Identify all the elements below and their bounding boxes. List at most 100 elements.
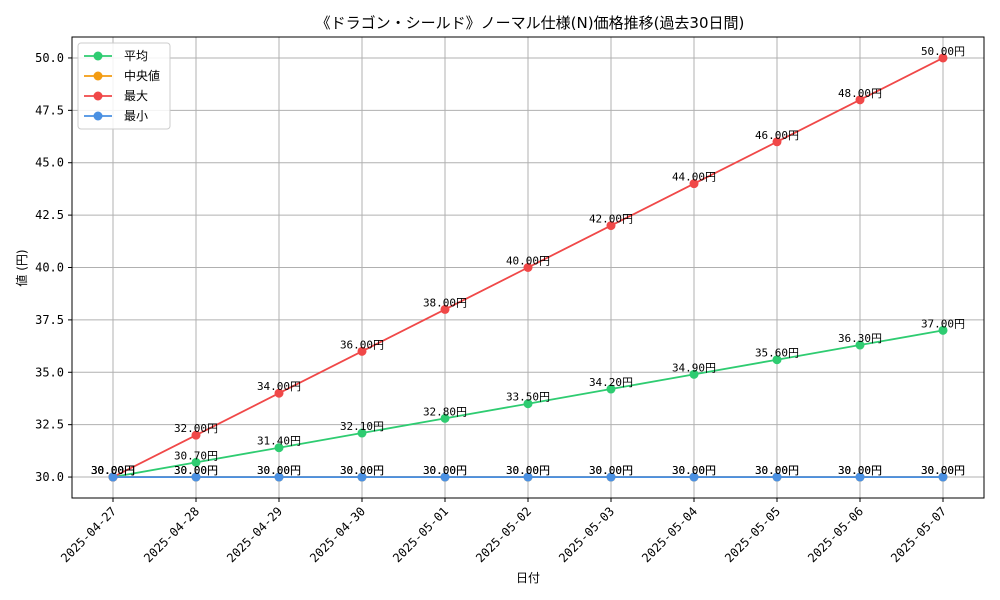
- data-label: 30.00円: [423, 464, 467, 477]
- data-label: 30.00円: [91, 464, 135, 477]
- data-label: 30.00円: [506, 464, 550, 477]
- chart-title: 《ドラゴン・シールド》ノーマル仕様(N)価格推移(過去30日間): [316, 14, 745, 32]
- data-point: [689, 179, 699, 189]
- data-label: 30.00円: [755, 464, 799, 477]
- data-point: [191, 430, 201, 440]
- data-point: [357, 472, 367, 482]
- data-label: 34.90円: [672, 361, 716, 374]
- data-label: 30.00円: [340, 464, 384, 477]
- legend-item: 最大: [84, 89, 148, 103]
- data-point: [191, 472, 201, 482]
- y-axis-label: 値 (円): [14, 249, 29, 286]
- data-label: 30.00円: [672, 464, 716, 477]
- legend-item: 平均: [84, 49, 148, 63]
- legend-label: 中央値: [124, 68, 160, 83]
- y-tick-label: 35.0: [35, 365, 64, 379]
- data-point: [191, 457, 201, 467]
- legend-marker: [93, 91, 103, 101]
- data-label: 30.00円: [174, 464, 218, 477]
- data-label: 34.00円: [257, 380, 301, 393]
- data-point: [357, 346, 367, 356]
- data-point: [440, 472, 450, 482]
- data-label: 30.00円: [921, 464, 965, 477]
- y-tick-label: 37.5: [35, 313, 64, 327]
- data-label: 30.00円: [91, 464, 135, 477]
- data-label: 36.30円: [838, 332, 882, 345]
- y-tick-label: 50.0: [35, 51, 64, 65]
- series-3: [108, 472, 948, 482]
- y-axis: 30.0 32.5 35.0 37.5 40.0 42.5 45.0 47.5 50.0: [35, 51, 72, 484]
- data-label: 30.00円: [589, 464, 633, 477]
- data-label: 42.00円: [589, 213, 633, 226]
- data-label: 30.00円: [91, 464, 135, 477]
- y-tick-label: 30.0: [35, 470, 64, 484]
- data-point: [772, 355, 782, 365]
- data-label: 30.00円: [174, 464, 218, 477]
- data-point: [523, 472, 533, 482]
- data-label: 30.00円: [921, 464, 965, 477]
- data-labels: 30.00円 30.70円 31.40円 32.10円 32.80円 33.50円 34.2…: [91, 45, 965, 477]
- data-label: 36.00円: [340, 338, 384, 351]
- legend-item: 中央値: [84, 68, 160, 83]
- data-label: 50.00円: [921, 45, 965, 58]
- data-label: 40.00円: [506, 255, 550, 268]
- data-label: 34.20円: [589, 376, 633, 389]
- legend-label: 平均: [124, 49, 148, 63]
- data-point: [274, 388, 284, 398]
- data-label: 30.00円: [91, 464, 135, 477]
- data-label: 32.80円: [423, 405, 467, 418]
- data-point: [274, 472, 284, 482]
- data-label: 37.00円: [921, 317, 965, 330]
- legend-marker: [93, 111, 103, 121]
- data-label: 30.00円: [340, 464, 384, 477]
- y-tick-label: 45.0: [35, 156, 64, 170]
- y-tick-label: 47.5: [35, 103, 64, 117]
- data-label: 30.00円: [257, 464, 301, 477]
- data-label: 32.00円: [174, 422, 218, 435]
- legend-item: 最小: [84, 109, 148, 123]
- data-label: 30.70円: [174, 449, 218, 462]
- series-group: [108, 53, 948, 482]
- legend-box: [77, 42, 171, 130]
- data-point: [440, 304, 450, 314]
- data-point: [772, 137, 782, 147]
- x-axis-label: 日付: [516, 571, 540, 585]
- y-tick-label: 32.5: [35, 418, 64, 432]
- data-point: [523, 263, 533, 272]
- data-label: 30.00円: [589, 464, 633, 477]
- data-label: 30.00円: [838, 464, 882, 477]
- data-point: [855, 95, 865, 105]
- data-label: 46.00円: [755, 129, 799, 142]
- data-point: [523, 399, 533, 409]
- data-point: [855, 472, 865, 482]
- y-tick-label: 40.0: [35, 261, 64, 275]
- y-tick-label: 42.5: [35, 208, 64, 222]
- legend-marker: [93, 51, 103, 61]
- data-point: [938, 325, 948, 335]
- legend-marker: [93, 71, 103, 81]
- legend-label: 最大: [124, 89, 148, 103]
- data-point: [440, 413, 450, 423]
- data-label: 38.00円: [423, 296, 467, 309]
- data-label: 33.50円: [506, 391, 550, 404]
- data-point: [772, 472, 782, 482]
- data-label: 30.00円: [257, 464, 301, 477]
- data-label: 30.00円: [672, 464, 716, 477]
- data-point: [855, 340, 865, 350]
- data-point: [606, 384, 616, 394]
- data-label: 30.00円: [423, 464, 467, 477]
- data-point: [689, 472, 699, 482]
- data-label: 30.00円: [838, 464, 882, 477]
- data-point: [606, 221, 616, 231]
- data-point: [606, 472, 616, 482]
- data-point: [274, 443, 284, 453]
- data-point: [689, 369, 699, 379]
- data-label: 48.00円: [838, 87, 882, 100]
- data-point: [357, 428, 367, 438]
- legend-label: 最小: [124, 109, 148, 123]
- data-label: 44.00円: [672, 171, 716, 184]
- data-label: 30.00円: [755, 464, 799, 477]
- data-label: 30.00円: [506, 464, 550, 477]
